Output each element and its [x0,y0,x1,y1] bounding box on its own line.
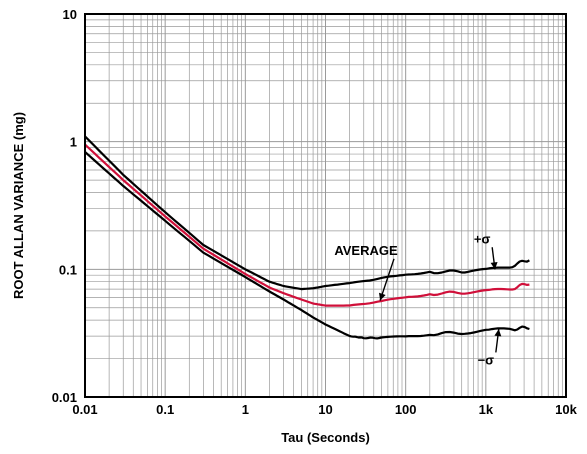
y-tick-label: 0.01 [52,390,77,405]
x-tick-label: 1 [242,402,249,417]
x-tick-label: 0.1 [156,402,174,417]
x-axis-label: Tau (Seconds) [281,430,370,445]
y-tick-label: 10 [63,7,77,22]
x-tick-labels: 0.01 0.1 1 10 100 1k 10k [72,402,577,417]
series-group [84,135,530,340]
x-tick-label: 10 [318,402,332,417]
annotation-label: +σ [474,231,491,246]
annotation-arrowhead [490,261,498,270]
y-axis-label: ROOT ALLAN VARIANCE (mg) [11,112,26,299]
plot-frame [84,13,567,398]
series-line-3 [84,151,530,340]
y-tick-labels: 0.01 0.1 1 10 [52,7,77,405]
x-tick-label: 1k [479,402,494,417]
annotation-label: −σ [478,352,495,367]
x-tick-label: 100 [395,402,417,417]
annotation-arrowhead [379,292,386,301]
annotations-group: +σ AVERAGE −σ [334,231,502,367]
y-tick-label: 1 [70,135,77,150]
annotation-arrowhead [494,329,502,337]
series-line-2 [84,143,530,307]
annotation-arrow-line [379,258,395,301]
series-line-1 [84,135,530,291]
y-tick-label: 0.1 [59,262,77,277]
x-tick-label: 0.01 [72,402,97,417]
annotation-label: AVERAGE [334,243,398,258]
x-tick-label: 10k [555,402,577,417]
